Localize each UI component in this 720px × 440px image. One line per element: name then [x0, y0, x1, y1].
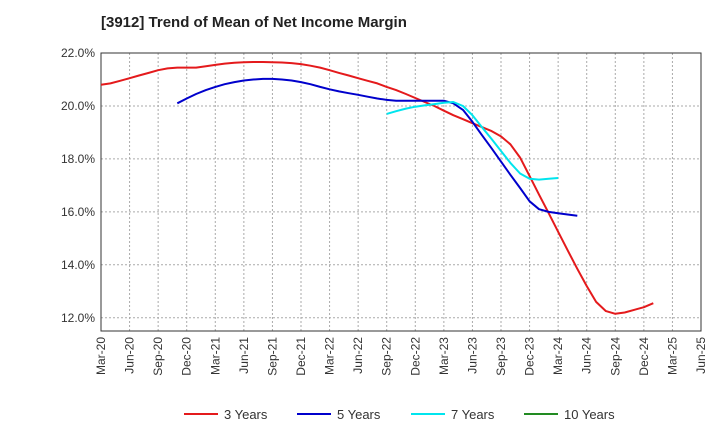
x-tick-label: Mar-21 [208, 337, 222, 375]
x-tick-label: Jun-22 [351, 337, 365, 374]
legend-label: 10 Years [564, 407, 615, 422]
y-tick-label: 14.0% [61, 258, 95, 272]
series-lines [100, 61, 654, 315]
x-tick-label: Dec-21 [294, 337, 308, 376]
x-tick-label: Mar-24 [551, 337, 565, 375]
chart-title: [3912] Trend of Mean of Net Income Margi… [101, 14, 407, 31]
x-tick-label: Jun-24 [580, 337, 594, 374]
x-tick-label: Mar-23 [437, 337, 451, 375]
x-tick-label: Sep-22 [380, 337, 394, 376]
series-line-5-years [176, 77, 578, 217]
x-tick-label: Sep-21 [265, 337, 279, 376]
y-tick-label: 16.0% [61, 205, 95, 219]
series-line-3-years [100, 61, 654, 315]
y-axis-ticks: 12.0% 14.0% 16.0% 18.0% 20.0% 22.0% [61, 46, 95, 325]
legend-label: 7 Years [451, 407, 495, 422]
x-tick-label: Mar-20 [94, 337, 108, 375]
x-tick-label: Jun-21 [237, 337, 251, 374]
legend-label: 5 Years [337, 407, 381, 422]
x-tick-label: Dec-24 [637, 337, 651, 376]
x-tick-label: Sep-23 [494, 337, 508, 376]
x-axis-ticks: Mar-20 Jun-20 Sep-20 Dec-20 Mar-21 Jun-21 Sep-… [94, 337, 708, 376]
x-tick-label: Jun-20 [123, 337, 137, 374]
plot-frame [100, 52, 702, 332]
y-tick-label: 22.0% [61, 46, 95, 60]
x-tick-label: Sep-20 [151, 337, 165, 376]
legend: 3 Years 5 Years 7 Years 10 Years [184, 407, 615, 422]
y-tick-label: 20.0% [61, 99, 95, 113]
axes [100, 52, 702, 332]
grid [100, 52, 702, 331]
x-tick-label: Dec-23 [523, 337, 537, 376]
x-tick-label: Dec-22 [408, 337, 422, 376]
x-tick-label: Sep-24 [608, 337, 622, 376]
x-tick-label: Dec-20 [180, 337, 194, 376]
legend-label: 3 Years [224, 407, 268, 422]
x-tick-label: Jun-25 [694, 337, 708, 374]
x-tick-label: Mar-22 [323, 337, 337, 375]
series-line-7-years [386, 101, 559, 181]
x-tick-label: Mar-25 [665, 337, 679, 375]
y-tick-label: 12.0% [61, 311, 95, 325]
y-tick-label: 18.0% [61, 152, 95, 166]
x-tick-label: Jun-23 [465, 337, 479, 374]
